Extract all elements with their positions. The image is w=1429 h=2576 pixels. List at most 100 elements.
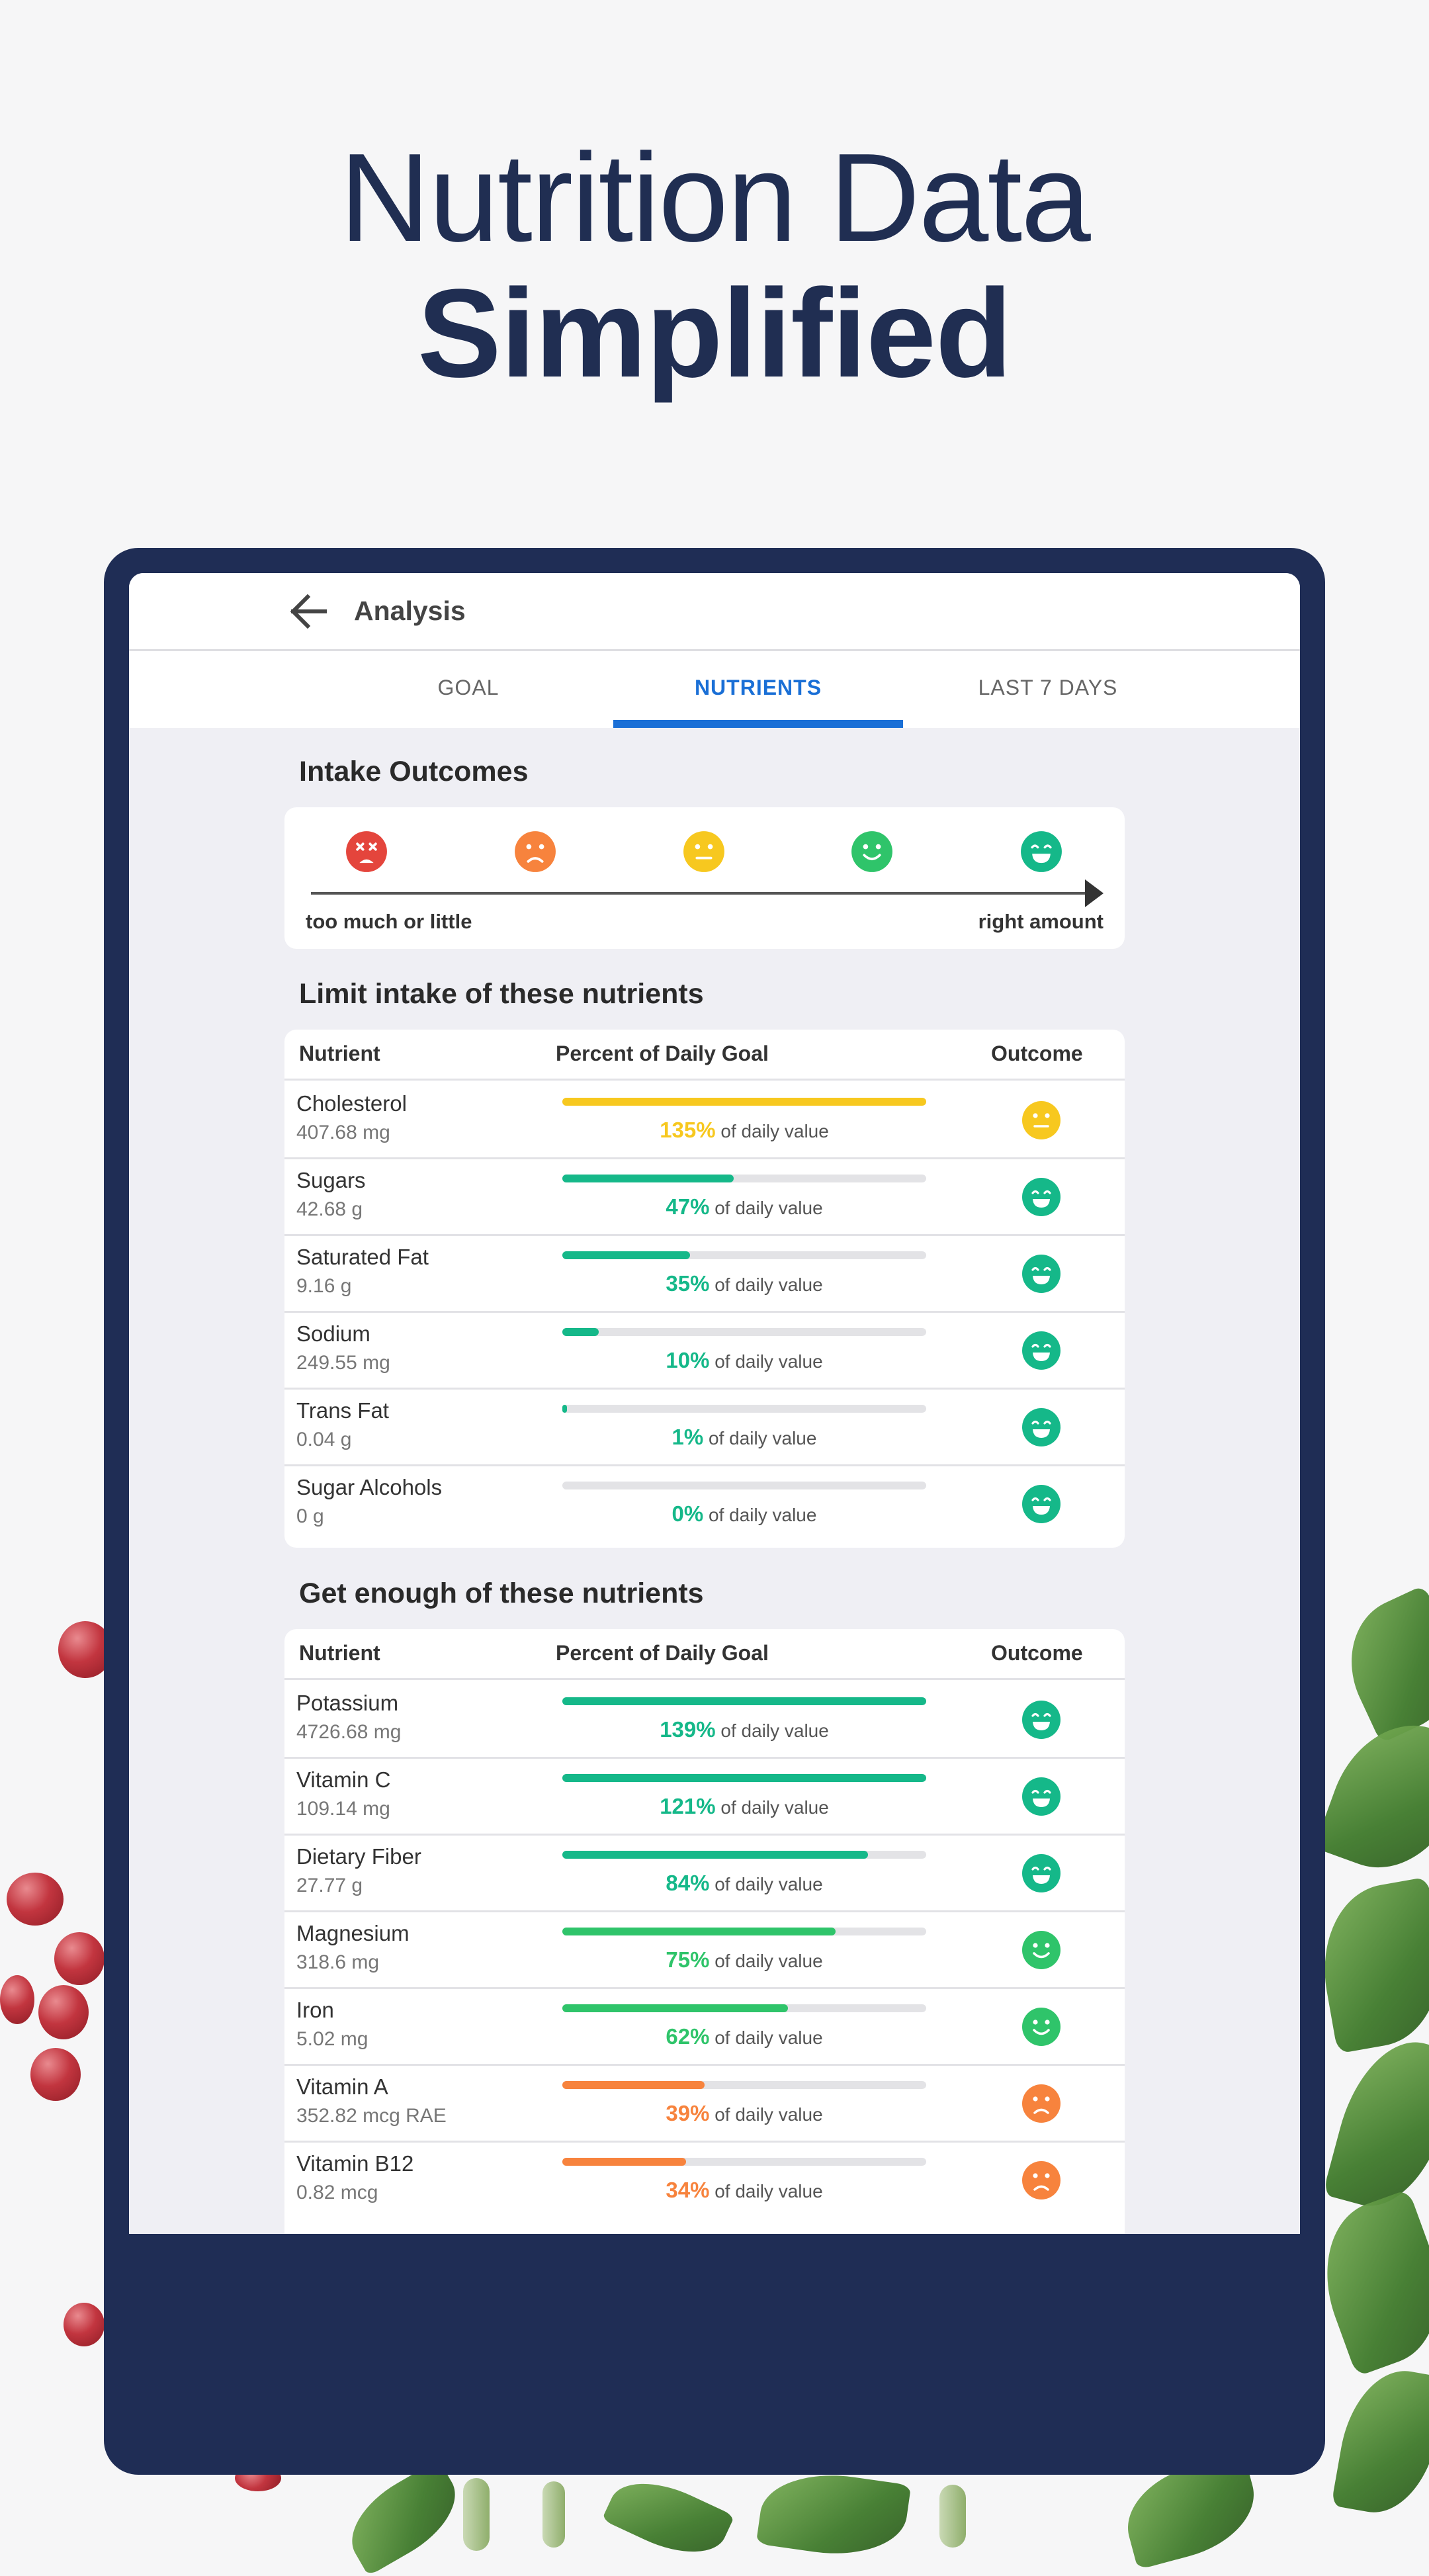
table-row[interactable]: Saturated Fat 9.16 g 35% of daily value <box>284 1234 1125 1313</box>
grin-face-icon <box>1021 1407 1061 1447</box>
smile-face-icon <box>1021 1930 1061 1970</box>
daily-goal-progress-fill <box>562 1175 734 1182</box>
table-row[interactable]: Potassium 4726.68 mg 139% of daily value <box>284 1680 1125 1759</box>
percent-value: 10% <box>666 1348 710 1372</box>
percent-suffix: of daily value <box>714 1951 823 1971</box>
daily-goal-progress-fill <box>562 1697 926 1705</box>
right-amount-label: right amount <box>978 910 1104 933</box>
active-tab-indicator <box>613 720 903 728</box>
percent-daily-value: 75% of daily value <box>562 1947 926 1973</box>
nutrient-name: Cholesterol <box>296 1091 407 1116</box>
percent-daily-value: 62% of daily value <box>562 2024 926 2049</box>
nutrient-amount: 0 g <box>296 1505 324 1527</box>
smile-face-icon <box>851 830 893 873</box>
frown-face-icon <box>514 830 556 873</box>
percent-daily-value: 139% of daily value <box>562 1717 926 1742</box>
grin-face-icon <box>1021 1853 1061 1893</box>
table-row[interactable]: Sugars 42.68 g 47% of daily value <box>284 1157 1125 1236</box>
grin-face-icon <box>1021 1700 1061 1740</box>
too-much-or-little-label: too much or little <box>306 910 472 933</box>
intake-outcomes-card: too much or little right amount <box>284 807 1125 949</box>
percent-value: 35% <box>666 1271 710 1296</box>
daily-goal-progress-fill <box>562 2004 788 2012</box>
daily-goal-progress-bar <box>562 1851 926 1859</box>
limit-table: Nutrient Percent of Daily Goal Outcome C… <box>284 1030 1125 1548</box>
nutrient-name: Trans Fat <box>296 1398 389 1423</box>
percent-daily-value: 84% of daily value <box>562 1871 926 1896</box>
percent-column-header: Percent of Daily Goal <box>556 1641 769 1665</box>
nutrient-amount: 9.16 g <box>296 1275 352 1297</box>
table-row[interactable]: Sugar Alcohols 0 g 0% of daily value <box>284 1464 1125 1541</box>
percent-daily-value: 39% of daily value <box>562 2101 926 2126</box>
table-row[interactable]: Iron 5.02 mg 62% of daily value <box>284 1987 1125 2066</box>
tablet-frame: Analysis GOAL NUTRIENTS LAST 7 DAYS Inta… <box>104 548 1325 2475</box>
percent-value: 1% <box>671 1425 704 1449</box>
nutrient-amount: 42.68 g <box>296 1198 363 1220</box>
enough-table: Nutrient Percent of Daily Goal Outcome P… <box>284 1629 1125 2234</box>
table-header: Nutrient Percent of Daily Goal Outcome <box>284 1030 1125 1081</box>
percent-value: 62% <box>666 2024 710 2049</box>
percent-suffix: of daily value <box>714 1351 823 1372</box>
nutrient-amount: 0.82 mcg <box>296 2182 378 2203</box>
table-row[interactable]: Cholesterol 407.68 mg 135% of daily value <box>284 1081 1125 1159</box>
percent-value: 139% <box>660 1717 716 1742</box>
percent-suffix: of daily value <box>720 1720 829 1741</box>
arrow-left-icon[interactable] <box>288 593 327 630</box>
table-row[interactable]: Trans Fat 0.04 g 1% of daily value <box>284 1388 1125 1466</box>
percent-value: 34% <box>666 2178 710 2202</box>
nutrient-amount: 407.68 mg <box>296 1122 390 1143</box>
daily-goal-progress-bar <box>562 1098 926 1106</box>
neutral-face-icon <box>683 830 725 873</box>
table-row[interactable]: Dietary Fiber 27.77 g 84% of daily value <box>284 1834 1125 1912</box>
tab-last-7-days[interactable]: LAST 7 DAYS <box>978 676 1118 699</box>
tab-nutrients[interactable]: NUTRIENTS <box>694 676 822 699</box>
daily-goal-progress-fill <box>562 1851 868 1859</box>
percent-value: 39% <box>666 2101 710 2125</box>
daily-goal-progress-fill <box>562 1098 926 1106</box>
tab-goal[interactable]: GOAL <box>437 676 499 699</box>
daily-goal-progress-bar <box>562 1328 926 1336</box>
limit-section-title: Limit intake of these nutrients <box>299 978 704 1010</box>
nutrient-amount: 249.55 mg <box>296 1352 390 1374</box>
nutrient-name: Iron <box>296 1998 334 2022</box>
grin-face-icon <box>1021 1177 1061 1217</box>
nutrient-name: Magnesium <box>296 1921 410 1945</box>
nutrient-name: Sugar Alcohols <box>296 1475 443 1499</box>
outcome-axis <box>311 892 1092 895</box>
table-row[interactable]: Vitamin A 352.82 mcg RAE 39% of daily valu… <box>284 2064 1125 2143</box>
percent-column-header: Percent of Daily Goal <box>556 1042 769 1065</box>
nutrient-amount: 4726.68 mg <box>296 1721 402 1743</box>
percent-daily-value: 47% of daily value <box>562 1194 926 1220</box>
percent-suffix: of daily value <box>714 2181 823 2201</box>
page-title: Analysis <box>354 596 466 626</box>
table-row[interactable]: Magnesium 318.6 mg 75% of daily value <box>284 1910 1125 1989</box>
nutrient-column-header: Nutrient <box>299 1641 380 1665</box>
daily-goal-progress-fill <box>562 1405 567 1413</box>
nutrient-amount: 352.82 mcg RAE <box>296 2105 447 2127</box>
nutrient-amount: 27.77 g <box>296 1875 363 1896</box>
table-row[interactable]: Sodium 249.55 mg 10% of daily value <box>284 1311 1125 1390</box>
table-row[interactable]: Vitamin C 109.14 mg 121% of daily value <box>284 1757 1125 1836</box>
outcome-column-header: Outcome <box>991 1641 1083 1665</box>
nutrient-column-header: Nutrient <box>299 1042 380 1065</box>
daily-goal-progress-bar <box>562 1405 926 1413</box>
daily-goal-progress-fill <box>562 1774 926 1782</box>
grin-face-icon <box>1020 830 1062 873</box>
daily-goal-progress-bar <box>562 1482 926 1489</box>
nutrient-name: Potassium <box>296 1691 399 1715</box>
headline-line-1: Nutrition Data <box>339 128 1091 268</box>
grin-face-icon <box>1021 1331 1061 1370</box>
arrow-right-icon <box>1085 879 1104 907</box>
outcome-column-header: Outcome <box>991 1042 1083 1065</box>
table-row[interactable]: Vitamin B12 0.82 mcg 34% of daily value <box>284 2141 1125 2217</box>
percent-daily-value: 1% of daily value <box>562 1425 926 1450</box>
smile-face-icon <box>1021 2007 1061 2047</box>
nutrient-name: Sodium <box>296 1321 370 1346</box>
nutrient-name: Dietary Fiber <box>296 1844 421 1869</box>
nutrient-amount: 0.04 g <box>296 1429 352 1450</box>
percent-suffix: of daily value <box>714 2104 823 2125</box>
percent-suffix: of daily value <box>709 1505 817 1525</box>
app-bar: Analysis <box>129 573 1300 651</box>
frown-face-icon <box>1021 2160 1061 2200</box>
percent-daily-value: 35% of daily value <box>562 1271 926 1296</box>
